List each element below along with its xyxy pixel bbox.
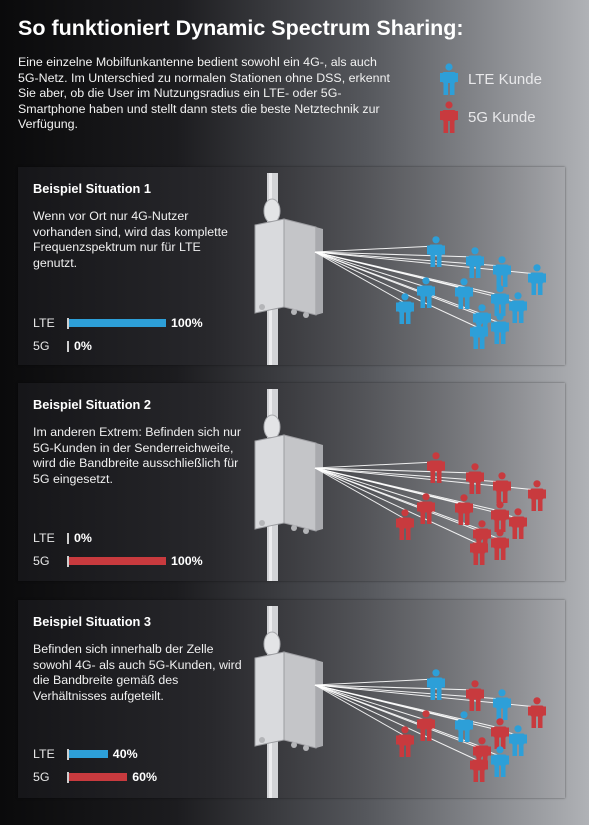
bar-row-lte: LTE 0% bbox=[33, 530, 92, 546]
person-icon bbox=[396, 509, 414, 540]
person-icon bbox=[417, 277, 435, 308]
bar-value: 0% bbox=[74, 339, 92, 353]
person-icon bbox=[528, 480, 546, 511]
person-icon bbox=[509, 725, 527, 756]
person-icon bbox=[440, 101, 458, 133]
bar-tick bbox=[67, 532, 69, 544]
person-icon bbox=[427, 669, 445, 700]
person-icon bbox=[396, 726, 414, 757]
bar-value: 0% bbox=[74, 531, 92, 545]
person-icon bbox=[470, 751, 488, 782]
person-icon bbox=[509, 508, 527, 539]
person-icon bbox=[466, 680, 484, 711]
bar-label: 5G bbox=[33, 770, 50, 784]
bar-value: 100% bbox=[171, 554, 203, 568]
bar-tick bbox=[67, 340, 69, 352]
situation-text: Im anderen Extrem: Befinden sich nur 5G-… bbox=[33, 425, 241, 486]
person-icon bbox=[427, 452, 445, 483]
antenna-scene bbox=[254, 389, 546, 581]
person-icon bbox=[528, 697, 546, 728]
person-icon bbox=[491, 501, 509, 532]
person-icon bbox=[466, 463, 484, 494]
person-icon bbox=[491, 285, 509, 316]
bar-label: LTE bbox=[33, 747, 55, 761]
person-icon bbox=[491, 313, 509, 344]
bar-fill bbox=[69, 319, 166, 327]
person-icon bbox=[417, 493, 435, 524]
bar-label: LTE bbox=[33, 316, 55, 330]
person-icon bbox=[491, 746, 509, 777]
situation-title: Beispiel Situation 1 bbox=[33, 181, 152, 196]
page-title: So funktioniert Dynamic Spectrum Sharing… bbox=[18, 16, 464, 40]
situation-panel-2: Beispiel Situation 2 Im anderen Extrem: … bbox=[18, 383, 565, 581]
person-icon bbox=[440, 63, 458, 95]
person-icon bbox=[493, 256, 511, 287]
antenna-scene bbox=[254, 606, 546, 798]
person-icon bbox=[427, 236, 445, 267]
antenna-scene bbox=[254, 173, 546, 365]
bar-tick bbox=[67, 555, 69, 567]
situation-panel-1: Beispiel Situation 1 Wenn vor Ort nur 4G… bbox=[18, 167, 565, 365]
bar-value: 100% bbox=[171, 316, 203, 330]
person-icon bbox=[491, 718, 509, 749]
person-icon bbox=[509, 292, 527, 323]
situation-text: Wenn vor Ort nur 4G-Nutzer vorhanden sin… bbox=[33, 209, 228, 270]
situation-text: Befinden sich innerhalb der Zelle sowohl… bbox=[33, 642, 242, 703]
bar-label: 5G bbox=[33, 339, 50, 353]
person-icon bbox=[455, 711, 473, 742]
bar-fill bbox=[69, 750, 108, 758]
person-icon bbox=[455, 278, 473, 309]
bar-row-lte: LTE 100% bbox=[33, 315, 203, 331]
person-icon bbox=[491, 529, 509, 560]
bar-tick bbox=[67, 317, 69, 329]
person-icon bbox=[455, 494, 473, 525]
situation-title: Beispiel Situation 2 bbox=[33, 397, 152, 412]
bar-row-5g: 5G 60% bbox=[33, 769, 157, 785]
person-icon bbox=[470, 534, 488, 565]
situation-panel-3: Beispiel Situation 3 Befinden sich inner… bbox=[18, 600, 565, 798]
intro-text: Eine einzelne Mobilfunkantenne bedient s… bbox=[18, 55, 390, 131]
bar-tick bbox=[67, 748, 69, 760]
bar-value: 40% bbox=[112, 747, 138, 761]
situation-title: Beispiel Situation 3 bbox=[33, 614, 152, 629]
person-icon bbox=[396, 293, 414, 324]
person-icon bbox=[528, 264, 546, 295]
bar-row-5g: 5G 0% bbox=[33, 338, 92, 354]
person-icon bbox=[493, 472, 511, 503]
bar-label: 5G bbox=[33, 554, 50, 568]
bar-label: LTE bbox=[33, 531, 55, 545]
person-icon bbox=[470, 318, 488, 349]
legend-lte: LTE Kunde bbox=[440, 63, 542, 95]
bar-row-lte: LTE 40% bbox=[33, 746, 138, 762]
legend-label: 5G Kunde bbox=[468, 108, 536, 126]
bar-tick bbox=[67, 771, 69, 783]
bar-value: 60% bbox=[132, 770, 157, 784]
bar-fill bbox=[69, 773, 128, 781]
legend-label: LTE Kunde bbox=[468, 70, 542, 88]
person-icon bbox=[493, 689, 511, 720]
bar-row-5g: 5G 100% bbox=[33, 553, 203, 569]
person-icon bbox=[466, 247, 484, 278]
bar-fill bbox=[69, 557, 166, 565]
person-icon bbox=[417, 710, 435, 741]
legend-5g: 5G Kunde bbox=[440, 101, 536, 133]
